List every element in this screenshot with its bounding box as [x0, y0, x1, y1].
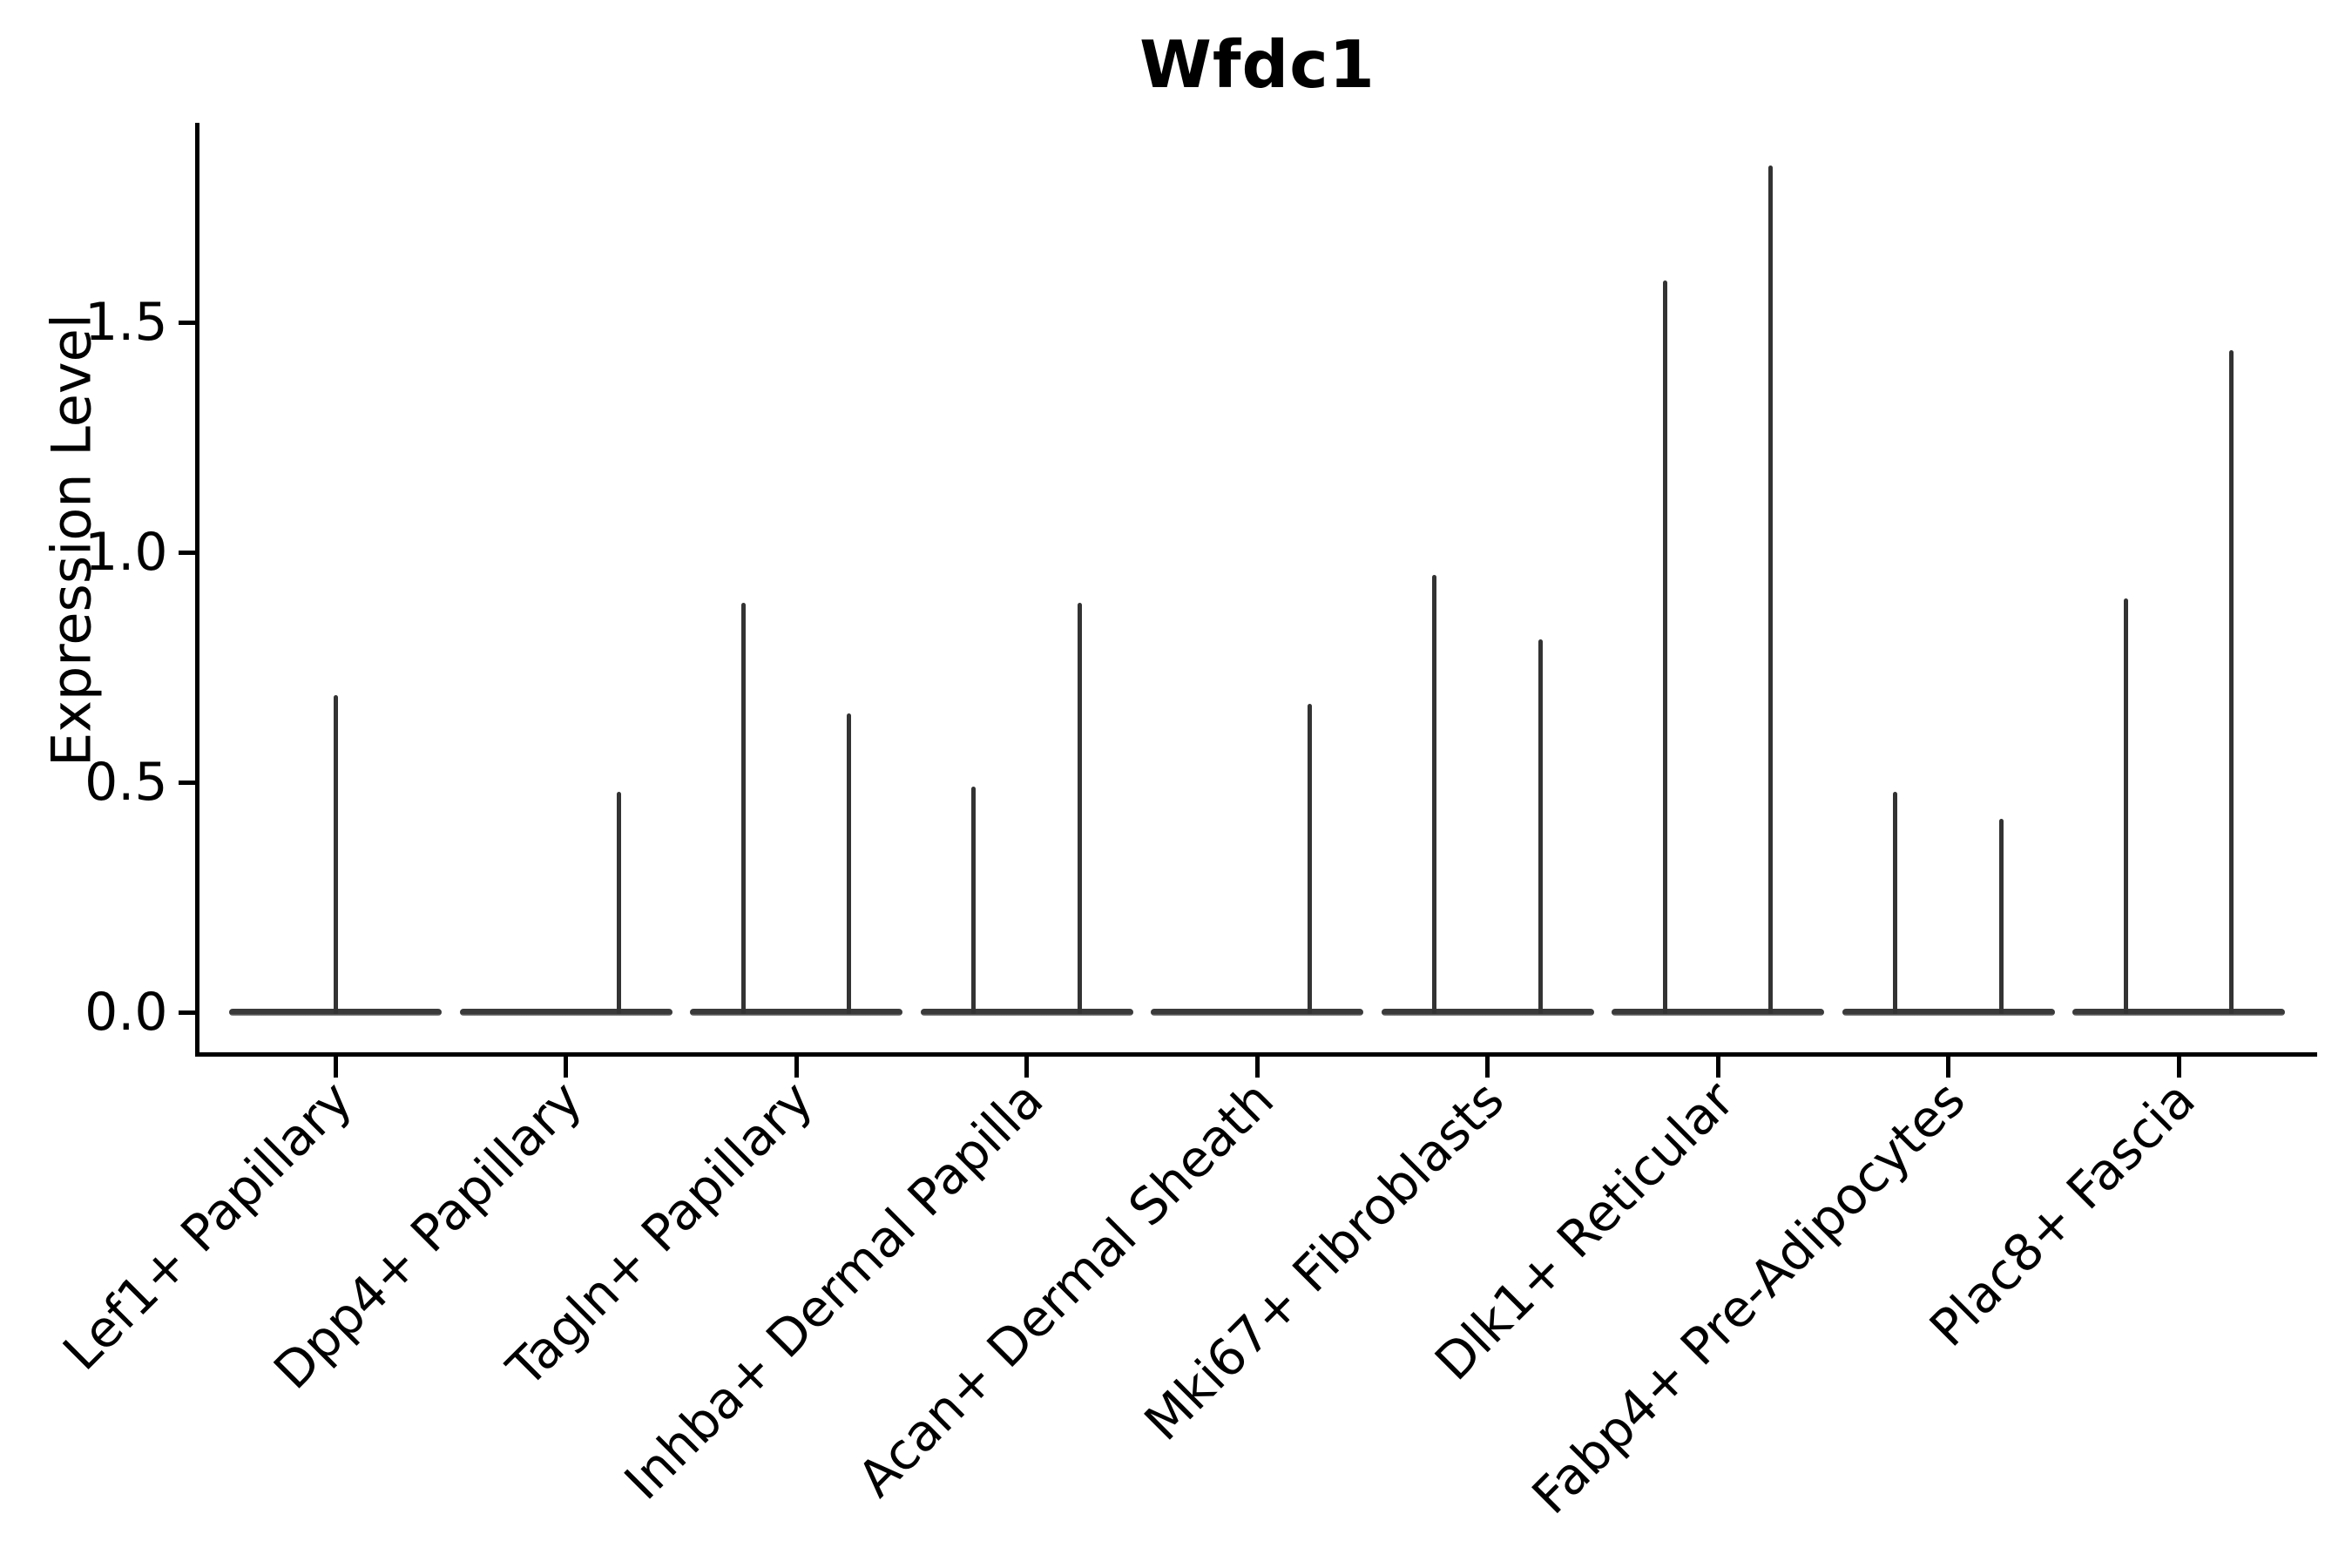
x-axis-category-label: Fabp4+ Pre-Adipocytes: [1520, 1069, 1977, 1526]
violin-spike: [1432, 575, 1437, 1014]
violin-baseline: [1151, 1009, 1363, 1016]
x-axis-category-label: Inhba+ Dermal Papilla: [612, 1069, 1055, 1511]
y-tick: [178, 780, 196, 785]
x-axis-spine: [195, 1052, 2317, 1057]
y-tick: [178, 550, 196, 555]
x-tick: [1946, 1057, 1950, 1078]
x-tick: [564, 1057, 568, 1078]
violin-spike: [1768, 166, 1774, 1014]
violin-baseline: [690, 1009, 902, 1016]
x-tick: [1024, 1057, 1029, 1078]
violin-spike: [971, 787, 977, 1014]
violin-baseline: [920, 1009, 1133, 1016]
violin-spike: [1893, 791, 1898, 1014]
violin-spike: [616, 791, 621, 1014]
violin-baseline: [1612, 1009, 1824, 1016]
violin-spike: [740, 603, 746, 1014]
x-tick: [1485, 1057, 1490, 1078]
x-axis-category-label: Acan+ Dermal Sheath: [846, 1069, 1286, 1509]
violin-spike: [2123, 598, 2128, 1014]
y-tick: [178, 1010, 196, 1015]
violin-spike: [1538, 639, 1543, 1014]
plot-title: Wfdc1: [1139, 26, 1375, 103]
violin-baseline: [459, 1009, 672, 1016]
x-tick: [1715, 1057, 1720, 1078]
violin-spike: [333, 694, 338, 1014]
violin-spike: [1077, 603, 1082, 1014]
violin-baseline: [2072, 1009, 2285, 1016]
violin-spike: [1998, 819, 2004, 1014]
x-tick: [333, 1057, 338, 1078]
x-tick: [794, 1057, 799, 1078]
violin-baseline: [1381, 1009, 1594, 1016]
y-tick-label: 0.5: [84, 752, 168, 813]
y-tick: [178, 320, 196, 325]
y-tick-label: 0.0: [84, 982, 168, 1043]
y-tick-label: 1.0: [84, 522, 168, 583]
violin-baseline: [1842, 1009, 2055, 1016]
x-tick: [2176, 1057, 2181, 1078]
violin-spike: [2229, 349, 2234, 1014]
y-axis-spine: [195, 123, 199, 1054]
violin-spike: [847, 713, 852, 1014]
x-tick: [1254, 1057, 1260, 1078]
violin-spike: [1308, 704, 1313, 1014]
y-tick-label: 1.5: [84, 292, 168, 353]
violin-spike: [1662, 280, 1667, 1014]
